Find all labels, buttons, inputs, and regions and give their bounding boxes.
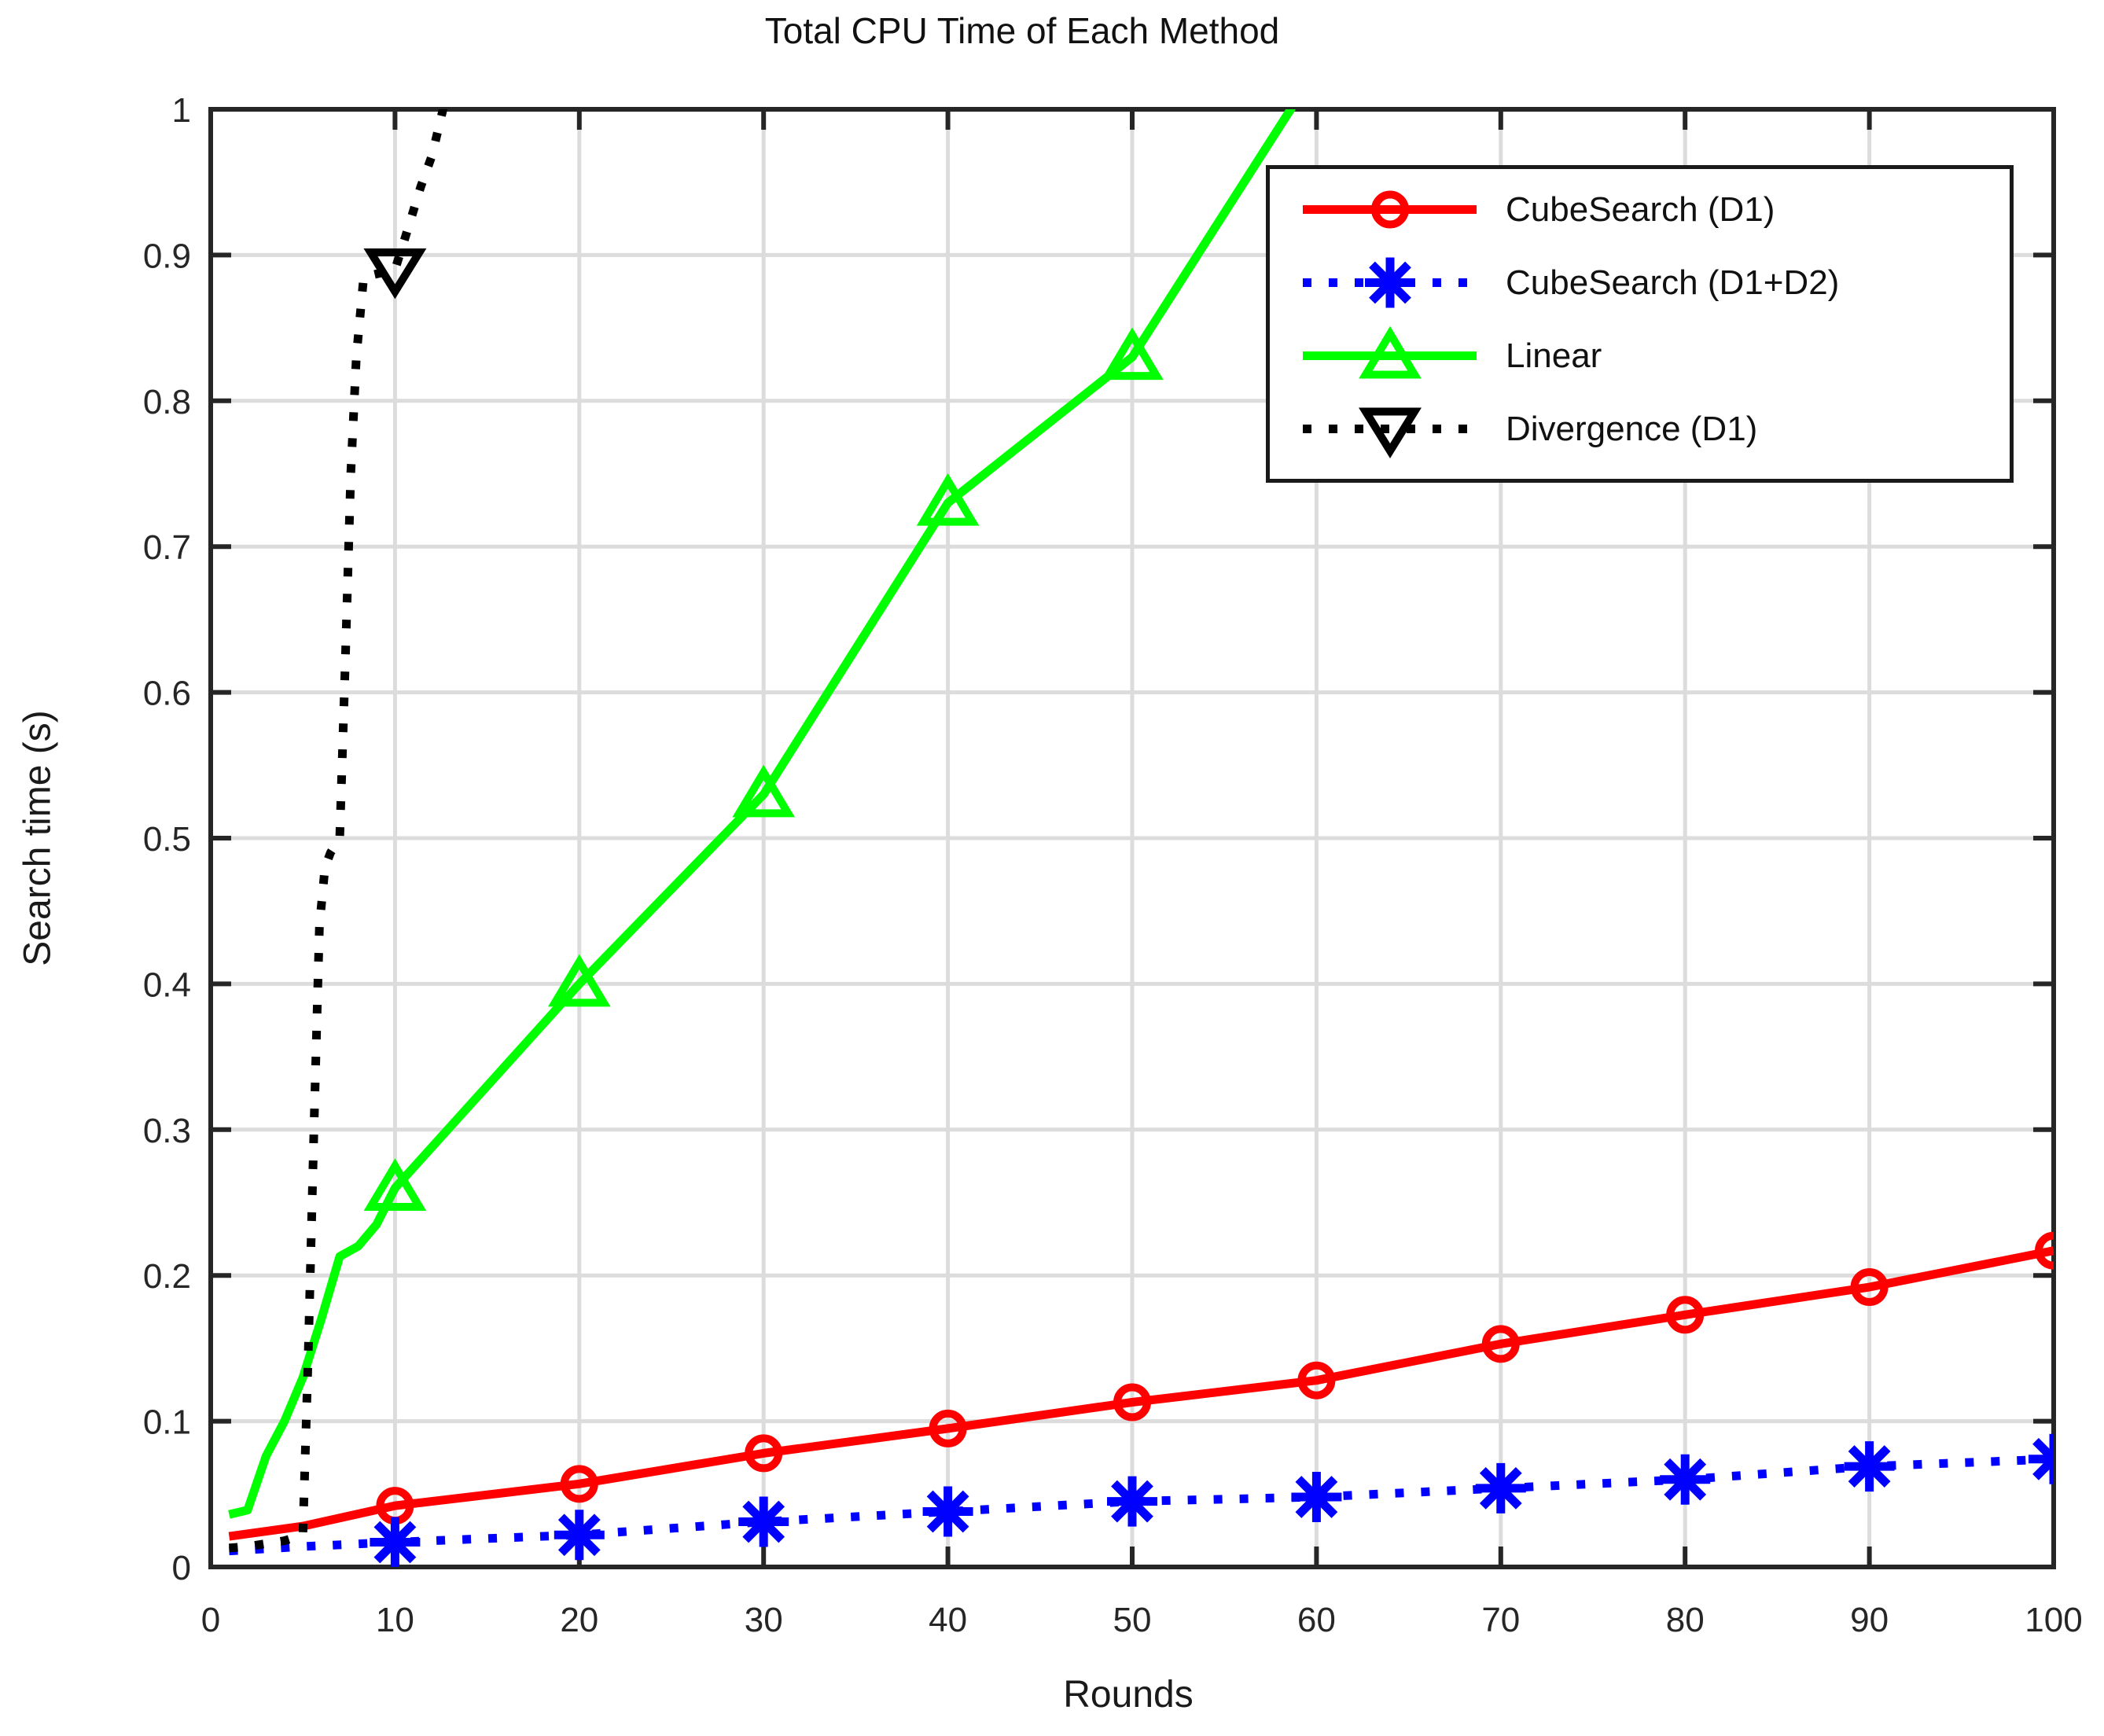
x-tick-label: 20 xyxy=(560,1601,598,1639)
legend-sample-marker xyxy=(1359,326,1422,379)
series-1-markers xyxy=(370,1433,2054,1567)
legend-item-linear: Linear xyxy=(1270,319,2010,392)
series-2-marker xyxy=(732,764,796,818)
legend-sample-black-triangle-down-icon xyxy=(1303,407,1477,458)
series-3-marker xyxy=(363,248,427,300)
series-1-marker xyxy=(1475,1462,1526,1513)
x-tick-label: 0 xyxy=(201,1601,220,1639)
series-1-marker xyxy=(922,1486,973,1537)
series-0-marker xyxy=(745,1434,783,1473)
y-tick-label: 0.8 xyxy=(143,383,191,421)
series-0-marker xyxy=(560,1465,598,1503)
y-tick-label: 0 xyxy=(172,1549,191,1587)
legend-sample-red-circle-icon xyxy=(1303,190,1477,229)
series-2-markers xyxy=(363,327,1164,1211)
legend: CubeSearch (D1) CubeSearch (D1+D2) Linea… xyxy=(1266,165,2014,483)
series-1-marker xyxy=(1291,1472,1342,1523)
plot-frame xyxy=(208,107,2056,1569)
y-tick-label: 0.3 xyxy=(143,1112,191,1150)
x-tick-label: 40 xyxy=(929,1601,967,1639)
series-0-marker xyxy=(929,1409,967,1447)
legend-item-divergence-d1: Divergence (D1) xyxy=(1270,392,2010,465)
series-3-line xyxy=(229,109,448,1553)
x-tick-label: 50 xyxy=(1113,1601,1152,1639)
x-tick-label: 90 xyxy=(1850,1601,1889,1639)
y-tick-label: 0.7 xyxy=(143,528,191,567)
series-1-marker xyxy=(1107,1476,1157,1527)
y-tick-label: 0.2 xyxy=(143,1257,191,1296)
legend-sample-marker xyxy=(1359,407,1422,458)
series-0-marker xyxy=(2035,1231,2054,1270)
series-1-marker xyxy=(1660,1454,1711,1505)
tick-labels: 0 10 20 30 40 50 60 70 80 90 100 0 0.1 0.2 0.3 0.4 0.5 0.… xyxy=(143,91,2083,1639)
x-tick-label: 30 xyxy=(745,1601,783,1639)
legend-sample-blue-asterisk-icon xyxy=(1303,257,1477,308)
y-tick-label: 0.1 xyxy=(143,1403,191,1442)
series-group xyxy=(228,109,2054,1567)
series-3-markers xyxy=(363,248,427,300)
series-0-marker xyxy=(1297,1361,1336,1399)
series-1-line xyxy=(229,1455,2054,1556)
x-tick-label: 100 xyxy=(2025,1601,2082,1639)
y-tick-label: 0.9 xyxy=(143,237,191,275)
series-2-marker xyxy=(1101,327,1164,381)
series-1-marker xyxy=(554,1510,605,1561)
series-2-marker xyxy=(363,1158,427,1211)
legend-sample-marker xyxy=(1365,257,1415,308)
x-tick-label: 80 xyxy=(1666,1601,1705,1639)
x-tick-label: 10 xyxy=(376,1601,414,1639)
series-0-marker xyxy=(1113,1383,1151,1422)
series-2-marker xyxy=(547,954,611,1007)
legend-item-cubesearch-d1: CubeSearch (D1) xyxy=(1270,173,2010,246)
series-0-marker xyxy=(1666,1296,1705,1334)
series-1-marker xyxy=(1844,1441,1895,1492)
series-2-marker xyxy=(916,473,980,526)
x-tick-label: 70 xyxy=(1481,1601,1520,1639)
x-axis-label: Rounds xyxy=(1063,1674,1194,1716)
y-axis-label: Search time (s) xyxy=(17,710,59,966)
series-1-marker xyxy=(2029,1433,2054,1484)
y-tick-label: 0.4 xyxy=(143,965,191,1004)
legend-label: Linear xyxy=(1506,336,1602,375)
legend-sample-marker xyxy=(1371,190,1409,229)
y-tick-label: 0.5 xyxy=(143,820,191,859)
series-2-line xyxy=(228,109,1296,1519)
legend-item-cubesearch-d1-d2: CubeSearch (D1+D2) xyxy=(1270,246,2010,319)
legend-sample-green-triangle-icon xyxy=(1303,326,1477,379)
series-0-marker xyxy=(1850,1268,1889,1307)
chart-title: Total CPU Time of Each Method xyxy=(764,10,1280,51)
legend-label: CubeSearch (D1) xyxy=(1506,189,1775,229)
x-tick-label: 60 xyxy=(1297,1601,1336,1639)
y-tick-label: 0.6 xyxy=(143,675,191,713)
legend-label: Divergence (D1) xyxy=(1506,409,1758,448)
legend-label: CubeSearch (D1+D2) xyxy=(1506,263,1840,302)
series-1-marker xyxy=(738,1496,789,1547)
y-tick-label: 1 xyxy=(172,91,191,130)
series-0-markers xyxy=(376,1231,2054,1525)
series-1-marker xyxy=(370,1517,421,1567)
series-0-marker xyxy=(1481,1325,1520,1363)
